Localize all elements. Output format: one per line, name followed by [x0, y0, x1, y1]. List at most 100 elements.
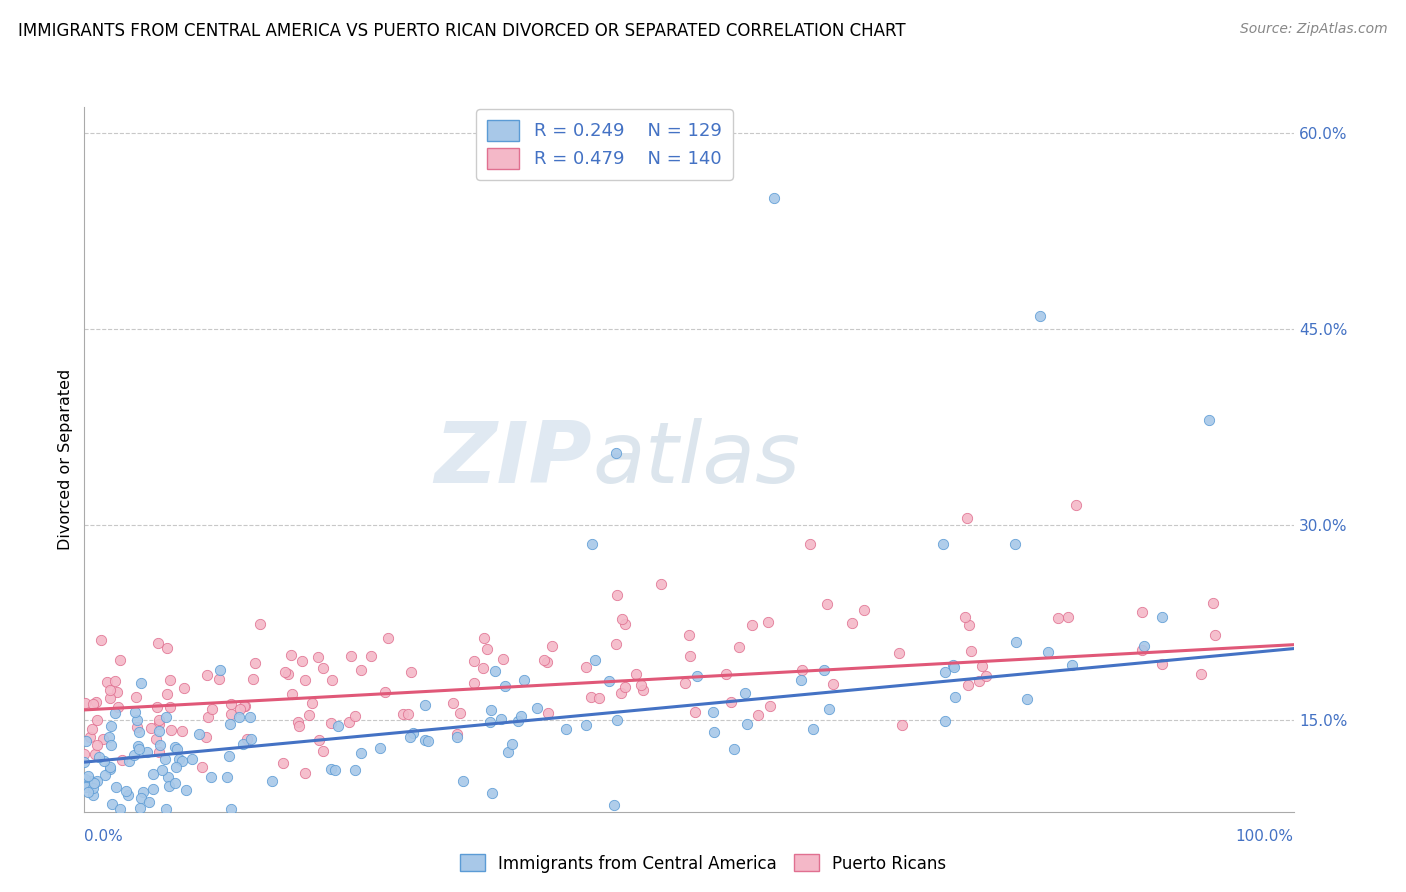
Point — [481, 786, 503, 800]
Point — [492, 652, 515, 666]
Point — [413, 733, 436, 747]
Point — [350, 746, 373, 760]
Point — [291, 654, 314, 668]
Point — [853, 603, 876, 617]
Point — [75, 780, 97, 795]
Point — [889, 647, 911, 661]
Point — [969, 674, 991, 689]
Point — [82, 697, 104, 711]
Text: 100.0%: 100.0% — [1236, 830, 1294, 845]
Point — [1204, 628, 1226, 642]
Point — [799, 537, 821, 551]
Point — [943, 690, 966, 705]
Point — [630, 678, 652, 692]
Point — [273, 756, 295, 770]
Point — [108, 653, 131, 667]
Point — [496, 745, 519, 759]
Point — [197, 668, 219, 682]
Point — [337, 715, 360, 730]
Point — [233, 699, 256, 714]
Point — [219, 802, 242, 816]
Point — [537, 706, 560, 721]
Point — [321, 762, 343, 776]
Point — [294, 765, 316, 780]
Point — [526, 700, 548, 714]
Point — [976, 668, 998, 682]
Point — [79, 730, 101, 744]
Point — [73, 756, 96, 770]
Point — [155, 802, 177, 816]
Point — [287, 714, 309, 729]
Point — [741, 617, 763, 632]
Point — [323, 763, 346, 777]
Point — [87, 826, 110, 840]
Point — [124, 705, 146, 719]
Point — [280, 648, 302, 662]
Point — [122, 747, 145, 762]
Point — [484, 664, 506, 678]
Point — [606, 588, 628, 602]
Point — [720, 695, 742, 709]
Point — [83, 776, 105, 790]
Point — [477, 642, 499, 657]
Point — [288, 719, 311, 733]
Point — [111, 754, 134, 768]
Point — [443, 697, 465, 711]
Point — [93, 754, 115, 768]
Point — [588, 690, 610, 705]
Point — [606, 713, 628, 727]
Point — [298, 708, 321, 723]
Point — [402, 726, 425, 740]
Point — [374, 685, 396, 699]
Point — [107, 699, 129, 714]
Point — [575, 660, 598, 674]
Point — [360, 648, 382, 663]
Point — [165, 760, 187, 774]
Point — [166, 742, 188, 756]
Point — [451, 774, 474, 789]
Point — [823, 677, 845, 691]
Point — [105, 684, 128, 698]
Point — [321, 673, 343, 687]
Point — [1062, 657, 1084, 672]
Point — [605, 637, 627, 651]
Point — [86, 738, 108, 752]
Point — [1132, 640, 1154, 654]
Point — [208, 672, 231, 686]
Point — [100, 690, 122, 705]
Point — [506, 714, 529, 728]
Point — [174, 783, 197, 797]
Point — [723, 741, 745, 756]
Point — [195, 731, 218, 745]
Point — [1004, 537, 1026, 551]
Point — [942, 660, 965, 674]
Point — [312, 661, 335, 675]
Point — [479, 703, 502, 717]
Point — [128, 724, 150, 739]
Point — [614, 616, 637, 631]
Point — [575, 718, 598, 732]
Point — [501, 737, 523, 751]
Point — [1056, 610, 1078, 624]
Point — [87, 750, 110, 764]
Point — [209, 663, 232, 677]
Point — [956, 678, 979, 692]
Point — [478, 715, 501, 730]
Point — [494, 679, 516, 693]
Point — [84, 695, 107, 709]
Point — [118, 754, 141, 768]
Point — [233, 699, 256, 714]
Point — [90, 633, 112, 648]
Point — [91, 731, 114, 746]
Point — [146, 636, 169, 650]
Point — [86, 714, 108, 728]
Point — [165, 739, 187, 754]
Point — [77, 785, 100, 799]
Point — [215, 770, 238, 784]
Point — [100, 759, 122, 773]
Point — [1152, 609, 1174, 624]
Point — [489, 713, 512, 727]
Point — [312, 744, 335, 758]
Point — [1189, 667, 1212, 681]
Point — [536, 655, 558, 669]
